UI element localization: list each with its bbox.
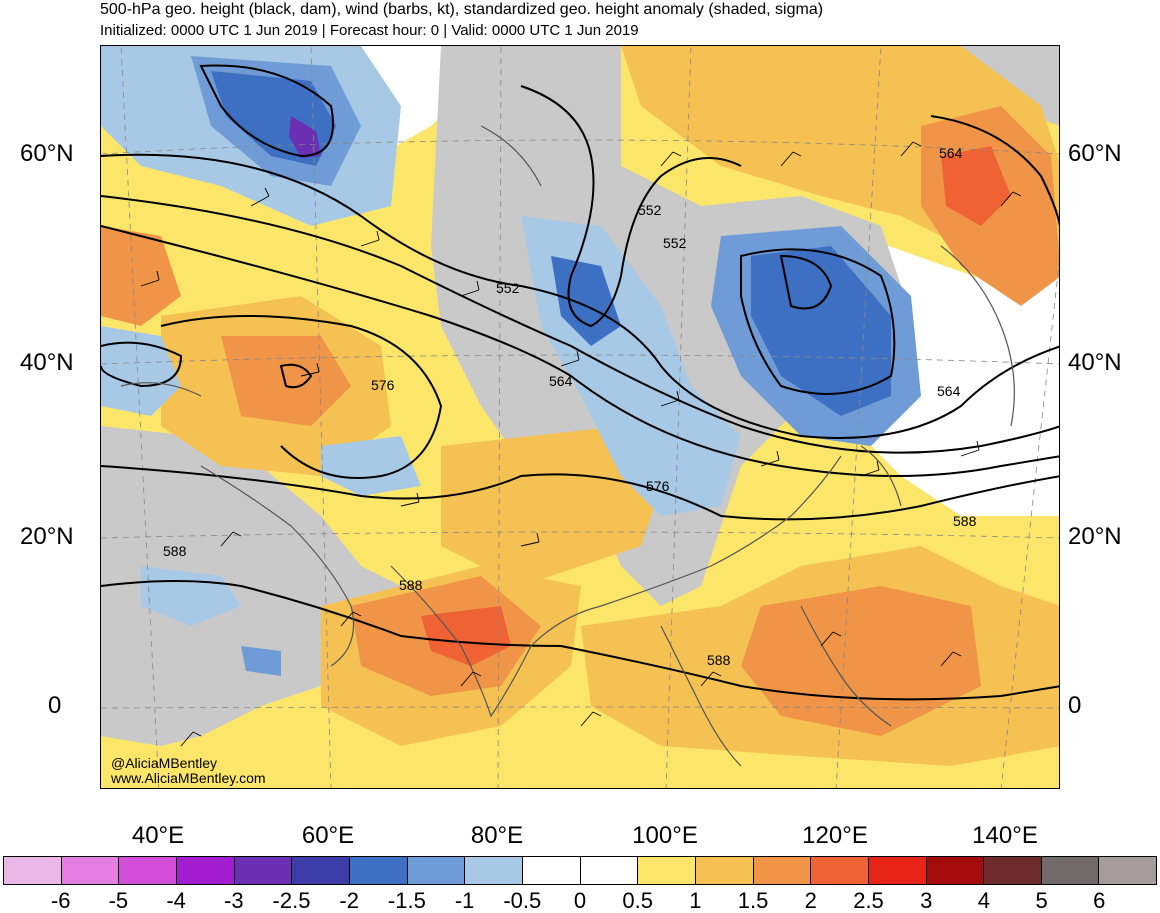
contour-label: 588 [163,543,187,559]
height-contours [101,64,1059,701]
colorbar-cell [176,857,235,884]
colorbar-cell [1041,857,1100,884]
contour-label: 564 [939,145,963,161]
anomaly-orange-caspian-core [221,336,351,426]
lat-label-left: 20°N [20,523,74,550]
colorbar-tick-label: 2.5 [853,888,884,913]
anomaly-red-kamchatka [941,146,1011,226]
chart-subtitle: Initialized: 0000 UTC 1 Jun 2019 | Forec… [100,22,639,39]
colorbar-tick-label: -1.5 [387,888,426,913]
colorbar-tick-label: 1.5 [737,888,769,913]
map-graphic [101,46,1059,788]
contour-label: 576 [646,478,670,494]
anomaly-red-india [421,606,511,666]
anomaly-purple-core [289,116,321,158]
lon-label: 60°E [301,822,355,849]
credit-site: www.AliciaMBentley.com [111,770,266,786]
colorbar-cell [119,857,177,884]
contour-label: 564 [937,383,961,399]
colorbar-cell [522,857,581,884]
colorbar-cell [4,857,62,884]
contour-label: 588 [953,513,977,529]
colorbar-tick-label: 5 [1035,888,1048,913]
colorbar-cell [465,857,523,884]
colorbar-tick-label: 4 [977,888,991,913]
colorbar-tick-label: -2 [339,888,359,913]
contour-label: 588 [399,577,423,593]
colorbar-tick-label: 0 [573,888,587,913]
colorbar-cell [61,857,120,884]
colorbar-tick-label: -0.5 [503,888,542,913]
lat-label-right: 40°N [1068,349,1122,376]
lat-label-right: 60°N [1068,140,1122,167]
colorbar-cell [984,857,1042,884]
graticule [101,46,1059,788]
lon-label: 120°E [802,822,868,849]
coastlines [120,125,1015,767]
colorbar-tick-label: 3 [920,888,933,913]
lat-label-left: 0 [48,692,62,719]
chart-title: 500-hPa geo. height (black, dam), wind (… [100,1,824,18]
anomaly-blue-horn [241,646,281,676]
colorbar-cell [407,857,466,884]
colorbar-tick-label: -1 [454,888,475,913]
wind-barbs [140,141,1022,747]
colorbar-cell [811,857,869,884]
colorbar-cell [580,857,639,884]
colorbar-cell [1099,857,1157,884]
map-panel: 552 552 552 564 576 576 564 564 588 588 … [100,45,1060,789]
colorbar-cell [695,857,754,884]
colorbar-tick-label: 2 [804,888,817,913]
colorbar-cell [292,857,350,884]
contour-label: 552 [496,280,520,296]
colorbar-cell [926,857,985,884]
lat-label-right: 0 [1068,692,1082,719]
contour-label: 552 [663,235,687,251]
anomaly-orange-west [101,226,181,326]
colorbar-tick-label: 0.5 [622,888,653,913]
colorbar [3,856,1157,885]
colorbar-tick-label: -5 [108,888,129,913]
anomaly-orange-tibet [441,426,661,586]
colorbar-cell [753,857,812,884]
colorbar-tick-label: 6 [1093,888,1106,913]
colorbar-cell [349,857,408,884]
colorbar-tick-label: -2.5 [272,888,311,913]
colorbar-cell [234,857,293,884]
colorbar-tick-label: 1 [689,888,702,913]
contour-label: 564 [549,373,573,389]
lat-label-right: 20°N [1068,523,1122,550]
contour-label: 588 [707,652,731,668]
colorbar-tick-label: -4 [166,888,186,913]
credit-handle: @AliciaMBentley [111,755,218,771]
contour-label: 576 [371,377,395,393]
lon-label: 140°E [972,822,1038,849]
lon-label: 100°E [632,822,698,849]
anomaly-blue-manchuria-core [751,246,891,416]
anomaly-blue-mongolia-core [551,256,621,346]
colorbar-tick-label: -3 [224,888,244,913]
colorbar-tick-label: -6 [50,888,71,913]
colorbar-cell [638,857,696,884]
lon-label: 40°E [131,822,185,849]
anomaly-blue-iran [321,436,421,496]
lat-label-left: 40°N [20,349,74,376]
colorbar-cell [868,857,927,884]
lon-label: 80°E [470,822,524,849]
lat-label-left: 60°N [20,140,74,167]
contour-label: 552 [638,202,662,218]
